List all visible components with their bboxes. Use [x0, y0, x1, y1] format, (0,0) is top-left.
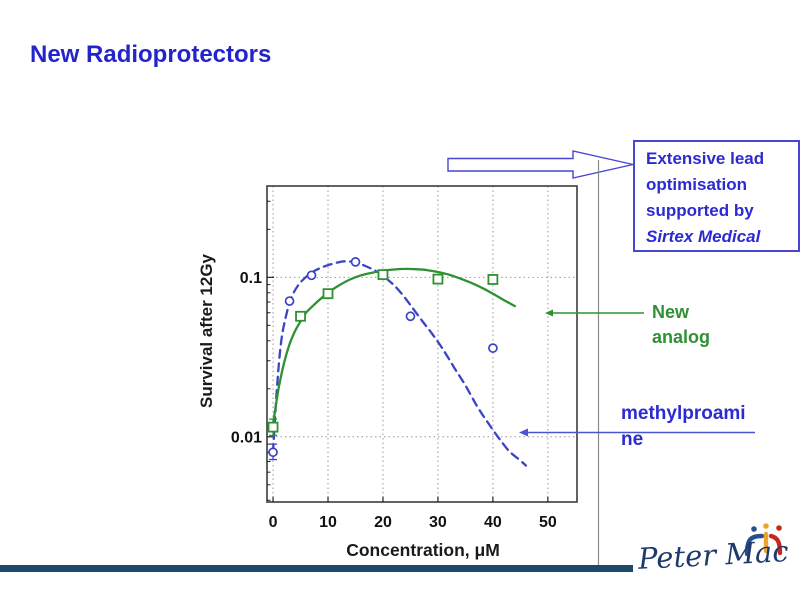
- data-point-circle: [268, 447, 278, 458]
- data-point-square: [487, 274, 499, 285]
- x-axis-label: Concentration, μM: [346, 540, 500, 560]
- data-point-square: [295, 310, 306, 322]
- new-analog-label-line: analog: [652, 327, 711, 347]
- methylproamine-arrow: [519, 428, 755, 437]
- x-tick-label: 20: [374, 514, 392, 531]
- methylproamine-label: methylproami ne: [621, 401, 746, 453]
- new-analog-label-line: New: [652, 302, 690, 322]
- y-tick-label: 0.01: [231, 429, 262, 446]
- callout-line: Extensive lead: [646, 149, 765, 168]
- chart-plot: 0 10 20 30 40 50 0.1 0.01: [231, 185, 578, 531]
- data-point-circle: [350, 257, 361, 267]
- fit-curve-methylproamine: [271, 260, 528, 467]
- data-point-circle: [405, 311, 416, 322]
- data-point-circle: [306, 270, 317, 281]
- data-point-circle: [488, 343, 498, 353]
- new-analog-label: New analog: [652, 300, 710, 350]
- callout-line: optimisation: [646, 175, 748, 194]
- x-tick-label: 0: [269, 514, 278, 531]
- x-tick-label: 40: [484, 514, 502, 531]
- y-tick-label: 0.1: [240, 270, 262, 287]
- data-point-square: [432, 273, 444, 285]
- new-analog-arrow: [545, 309, 644, 317]
- x-tick-label: 30: [429, 514, 447, 531]
- data-point-square: [267, 421, 279, 433]
- callout-line: supported by: [646, 201, 754, 220]
- callout-block-arrow: [447, 150, 634, 179]
- plot-border: [266, 185, 578, 503]
- callout-box: Extensive lead optimisation supported by…: [633, 140, 800, 252]
- footer-bar: [0, 565, 633, 572]
- methylproamine-label-line: methylproami: [621, 403, 746, 424]
- x-tick-label: 10: [319, 514, 337, 531]
- x-tick-label: 50: [539, 514, 557, 531]
- slide-title: New Radioprotectors: [30, 41, 272, 68]
- callout-line-sirtex: Sirtex Medical: [646, 227, 761, 246]
- y-axis-label: Survival after 12Gy: [197, 253, 216, 409]
- data-point-square: [322, 288, 334, 300]
- fit-curve-new-analog: [271, 267, 517, 426]
- methylproamine-label-line: ne: [621, 429, 644, 450]
- data-point-square: [377, 269, 389, 281]
- data-point-circle: [284, 296, 295, 306]
- three-figures-icon: [744, 523, 783, 557]
